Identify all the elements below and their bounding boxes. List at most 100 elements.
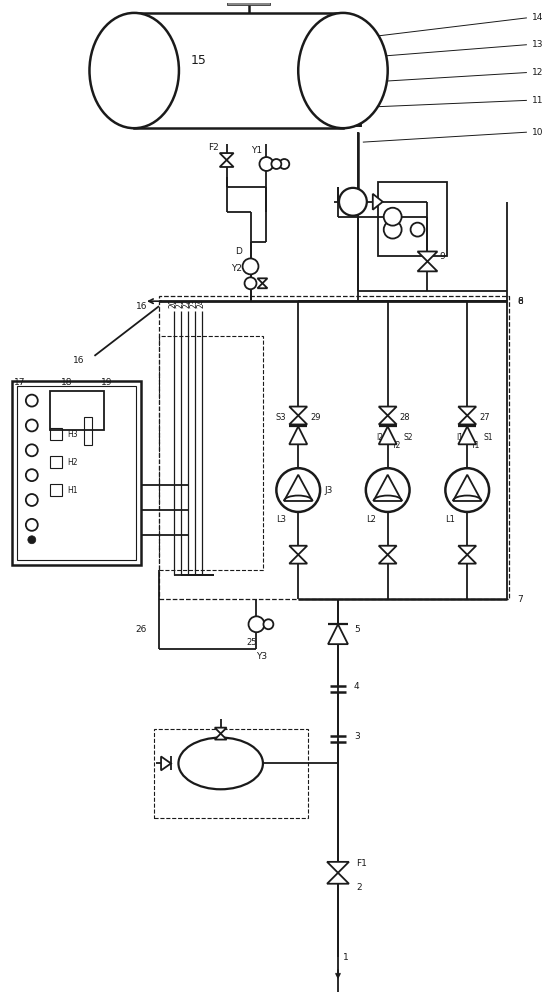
Bar [12, 381, 141, 565]
Polygon shape [289, 546, 307, 555]
Polygon shape [328, 624, 348, 644]
Bar [378, 182, 447, 256]
Text: 10: 10 [532, 128, 543, 137]
Text: 16: 16 [73, 356, 84, 365]
Circle shape [276, 468, 320, 512]
Polygon shape [458, 426, 476, 444]
Bar [159, 296, 509, 599]
Text: D: D [235, 247, 242, 256]
Text: 17: 17 [14, 378, 26, 387]
Bar [50, 391, 104, 430]
Ellipse shape [89, 13, 179, 128]
Polygon shape [379, 407, 397, 416]
Text: 27: 27 [479, 413, 490, 422]
Text: 25: 25 [246, 638, 257, 647]
Polygon shape [257, 278, 268, 283]
Bar [84, 417, 92, 445]
Bar [17, 386, 136, 560]
Circle shape [271, 159, 281, 169]
Circle shape [259, 157, 274, 171]
Text: 5: 5 [354, 625, 360, 634]
Polygon shape [418, 261, 437, 271]
Text: S3: S3 [276, 413, 286, 422]
Text: Y2: Y2 [231, 264, 242, 273]
Text: L2: L2 [366, 515, 376, 524]
Text: 11: 11 [532, 96, 543, 105]
Circle shape [249, 616, 264, 632]
Text: H1: H1 [67, 486, 78, 495]
Polygon shape [373, 194, 383, 210]
Text: F1: F1 [356, 859, 367, 868]
Text: H3: H3 [67, 430, 78, 439]
Text: 18: 18 [61, 378, 72, 387]
Text: S2: S2 [404, 433, 413, 442]
Text: 16: 16 [135, 302, 147, 311]
Polygon shape [327, 873, 349, 884]
Bar [159, 336, 263, 570]
Circle shape [245, 277, 256, 289]
Circle shape [26, 519, 38, 531]
Text: 3: 3 [354, 732, 360, 741]
Polygon shape [161, 756, 171, 770]
Text: H2: H2 [67, 458, 78, 467]
Polygon shape [458, 407, 476, 416]
Text: F2: F2 [208, 143, 219, 152]
Circle shape [411, 223, 424, 237]
Text: T2: T2 [392, 441, 401, 450]
Text: 28: 28 [400, 413, 410, 422]
Text: I1: I1 [456, 433, 463, 442]
Circle shape [243, 258, 258, 274]
Polygon shape [289, 407, 307, 416]
Circle shape [28, 536, 36, 544]
Circle shape [26, 444, 38, 456]
Polygon shape [289, 416, 307, 424]
Text: 13: 13 [532, 40, 543, 49]
Text: 29: 29 [310, 413, 320, 422]
Ellipse shape [178, 738, 263, 789]
Polygon shape [379, 416, 397, 424]
Bar [134, 13, 343, 128]
Bar [50, 484, 61, 496]
Text: 26: 26 [136, 625, 147, 634]
Polygon shape [257, 283, 268, 288]
Polygon shape [458, 416, 476, 424]
Text: 23: 23 [189, 298, 199, 308]
Text: 12: 12 [532, 68, 543, 77]
Text: 6: 6 [517, 297, 523, 306]
Text: 1: 1 [343, 953, 349, 962]
Polygon shape [379, 426, 397, 444]
Bar [50, 456, 61, 468]
Circle shape [279, 159, 289, 169]
Polygon shape [458, 555, 476, 564]
Polygon shape [379, 555, 397, 564]
Polygon shape [458, 546, 476, 555]
Polygon shape [289, 426, 307, 444]
Circle shape [339, 188, 367, 216]
Circle shape [26, 469, 38, 481]
Polygon shape [215, 734, 227, 740]
Polygon shape [215, 728, 227, 734]
Polygon shape [220, 153, 233, 160]
Bar [227, 0, 270, 5]
Circle shape [384, 208, 401, 226]
Polygon shape [418, 251, 437, 261]
Circle shape [26, 419, 38, 431]
Text: 15: 15 [191, 54, 207, 67]
Text: 9: 9 [440, 252, 445, 261]
Text: L3: L3 [276, 515, 286, 524]
Text: 20: 20 [169, 298, 177, 308]
Text: 21: 21 [175, 298, 184, 308]
Text: 19: 19 [101, 378, 112, 387]
Polygon shape [220, 160, 233, 167]
Text: 22: 22 [182, 298, 191, 308]
Circle shape [366, 468, 410, 512]
Text: S1: S1 [483, 433, 493, 442]
Text: I2: I2 [377, 433, 384, 442]
Bar [154, 729, 308, 818]
Circle shape [384, 221, 401, 239]
Text: J3: J3 [324, 486, 332, 495]
Text: 14: 14 [532, 13, 543, 22]
Circle shape [26, 494, 38, 506]
Circle shape [446, 468, 489, 512]
Text: 8: 8 [517, 297, 523, 306]
